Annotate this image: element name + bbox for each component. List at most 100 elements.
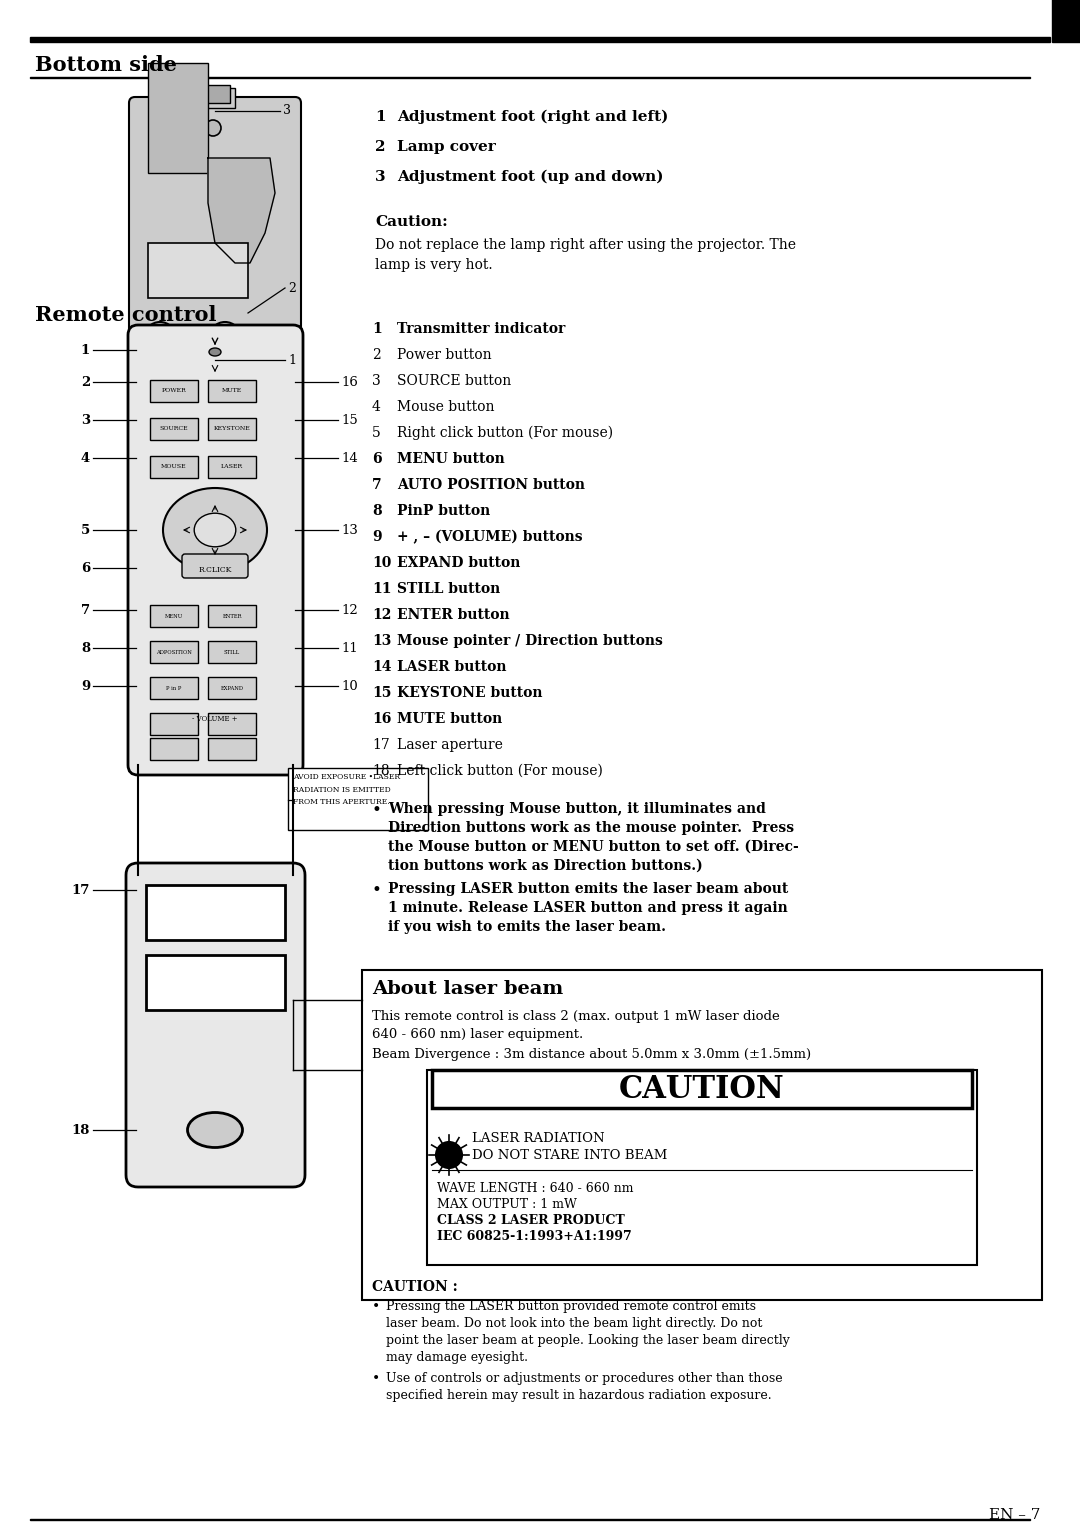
Bar [208,419,256,440]
Text: may damage eyesight.: may damage eyesight. [386,1351,528,1365]
Bar [208,455,256,478]
Ellipse shape [210,348,221,356]
Text: Power button: Power button [397,348,491,362]
Text: Lamp cover: Lamp cover [397,141,496,154]
Text: 11: 11 [341,642,357,654]
Bar [148,342,178,354]
Bar [208,738,256,759]
Ellipse shape [163,487,267,571]
Text: Adjustment foot (up and down): Adjustment foot (up and down) [397,170,663,185]
Text: EXPAND: EXPAND [220,686,243,691]
Bar [215,342,245,354]
Text: STILL button: STILL button [397,582,500,596]
Text: 2: 2 [375,141,386,154]
Bar [200,86,230,102]
Text: Mouse button: Mouse button [397,400,495,414]
Bar [150,738,198,759]
Text: DO NOT STARE INTO BEAM: DO NOT STARE INTO BEAM [472,1149,667,1161]
Circle shape [205,121,221,136]
Text: •: • [372,882,382,898]
Bar [432,1070,972,1108]
Text: MUTE button: MUTE button [397,712,502,726]
Bar [150,455,198,478]
Text: LASER: LASER [221,465,243,469]
Text: ADPOSITION: ADPOSITION [157,649,192,654]
Text: 8: 8 [81,642,90,654]
Text: 10: 10 [341,680,357,692]
Text: specified herein may result in hazardous radiation exposure.: specified herein may result in hazardous… [386,1389,771,1403]
Bar [288,769,428,830]
Ellipse shape [188,1112,243,1148]
Bar [208,714,256,735]
Text: STILL: STILL [224,649,240,654]
Text: POWER: POWER [162,388,187,394]
Text: WAVE LENGTH : 640 - 660 nm: WAVE LENGTH : 640 - 660 nm [437,1183,634,1195]
Text: KEYSTONE: KEYSTONE [214,426,251,431]
Bar [146,955,285,1010]
Text: 1: 1 [375,110,386,124]
Text: Do not replace the lamp right after using the projector. The: Do not replace the lamp right after usin… [375,238,796,252]
Text: 9: 9 [372,530,381,544]
Text: 14: 14 [341,451,357,465]
Text: 11: 11 [372,582,391,596]
Ellipse shape [194,513,235,547]
Text: 13: 13 [341,524,357,536]
Text: MENU button: MENU button [397,452,504,466]
Bar [146,885,285,940]
Bar [148,243,248,298]
Text: Adjustment foot (right and left): Adjustment foot (right and left) [397,110,669,124]
Text: 640 - 660 nm) laser equipment.: 640 - 660 nm) laser equipment. [372,1028,583,1041]
Text: 2: 2 [372,348,381,362]
Bar [148,63,208,173]
Text: LASER button: LASER button [397,660,507,674]
Circle shape [144,322,176,354]
Text: 3: 3 [283,104,291,118]
Text: Pressing LASER button emits the laser beam about: Pressing LASER button emits the laser be… [388,882,788,895]
Text: SOURCE: SOURCE [160,426,188,431]
Bar [208,605,256,626]
Text: Laser aperture: Laser aperture [397,738,503,752]
Text: Caution:: Caution: [375,215,448,229]
Text: 17: 17 [372,738,390,752]
Text: Beam Divergence : 3m distance about 5.0mm x 3.0mm (±1.5mm): Beam Divergence : 3m distance about 5.0m… [372,1048,811,1060]
Text: CAUTION: CAUTION [619,1074,785,1105]
Text: Right click button (For mouse): Right click button (For mouse) [397,426,613,440]
Bar [150,380,198,402]
Text: Transmitter indicator: Transmitter indicator [397,322,565,336]
Bar [150,677,198,698]
Text: ENTER button: ENTER button [397,608,510,622]
Text: 10: 10 [372,556,391,570]
Text: Use of controls or adjustments or procedures other than those: Use of controls or adjustments or proced… [386,1372,783,1384]
Circle shape [210,322,241,354]
Text: 15: 15 [372,686,391,700]
Text: 5: 5 [372,426,381,440]
Text: 7: 7 [81,604,90,616]
Text: 16: 16 [341,376,357,388]
Text: EXPAND button: EXPAND button [397,556,521,570]
Text: 18: 18 [71,1123,90,1137]
Text: - VOLUME +: - VOLUME + [192,715,238,723]
Text: R.CLICK: R.CLICK [199,565,232,575]
Text: Bottom side: Bottom side [35,55,177,75]
Text: the Mouse button or MENU button to set off. (Direc-: the Mouse button or MENU button to set o… [388,840,799,854]
Text: Pressing the LASER button provided remote control emits: Pressing the LASER button provided remot… [386,1300,756,1313]
Text: 16: 16 [372,712,391,726]
Text: 17: 17 [71,883,90,897]
Text: point the laser beam at people. Looking the laser beam directly: point the laser beam at people. Looking … [386,1334,789,1348]
Text: 2: 2 [81,376,90,388]
Text: AUTO POSITION button: AUTO POSITION button [397,478,585,492]
FancyBboxPatch shape [126,863,305,1187]
Text: FROM THIS APERTURE.: FROM THIS APERTURE. [293,798,390,805]
Circle shape [159,336,167,344]
FancyBboxPatch shape [183,555,248,578]
Text: Left click button (For mouse): Left click button (For mouse) [397,764,603,778]
Text: ENTER: ENTER [222,614,242,619]
Text: •: • [372,1372,380,1386]
Text: 3: 3 [375,170,386,183]
Text: IEC 60825-1:1993+A1:1997: IEC 60825-1:1993+A1:1997 [437,1230,632,1242]
Text: 1 minute. Release LASER button and press it again: 1 minute. Release LASER button and press… [388,902,787,915]
Circle shape [436,1141,462,1167]
Text: KEYSTONE button: KEYSTONE button [397,686,542,700]
Text: 4: 4 [372,400,381,414]
Bar [208,380,256,402]
